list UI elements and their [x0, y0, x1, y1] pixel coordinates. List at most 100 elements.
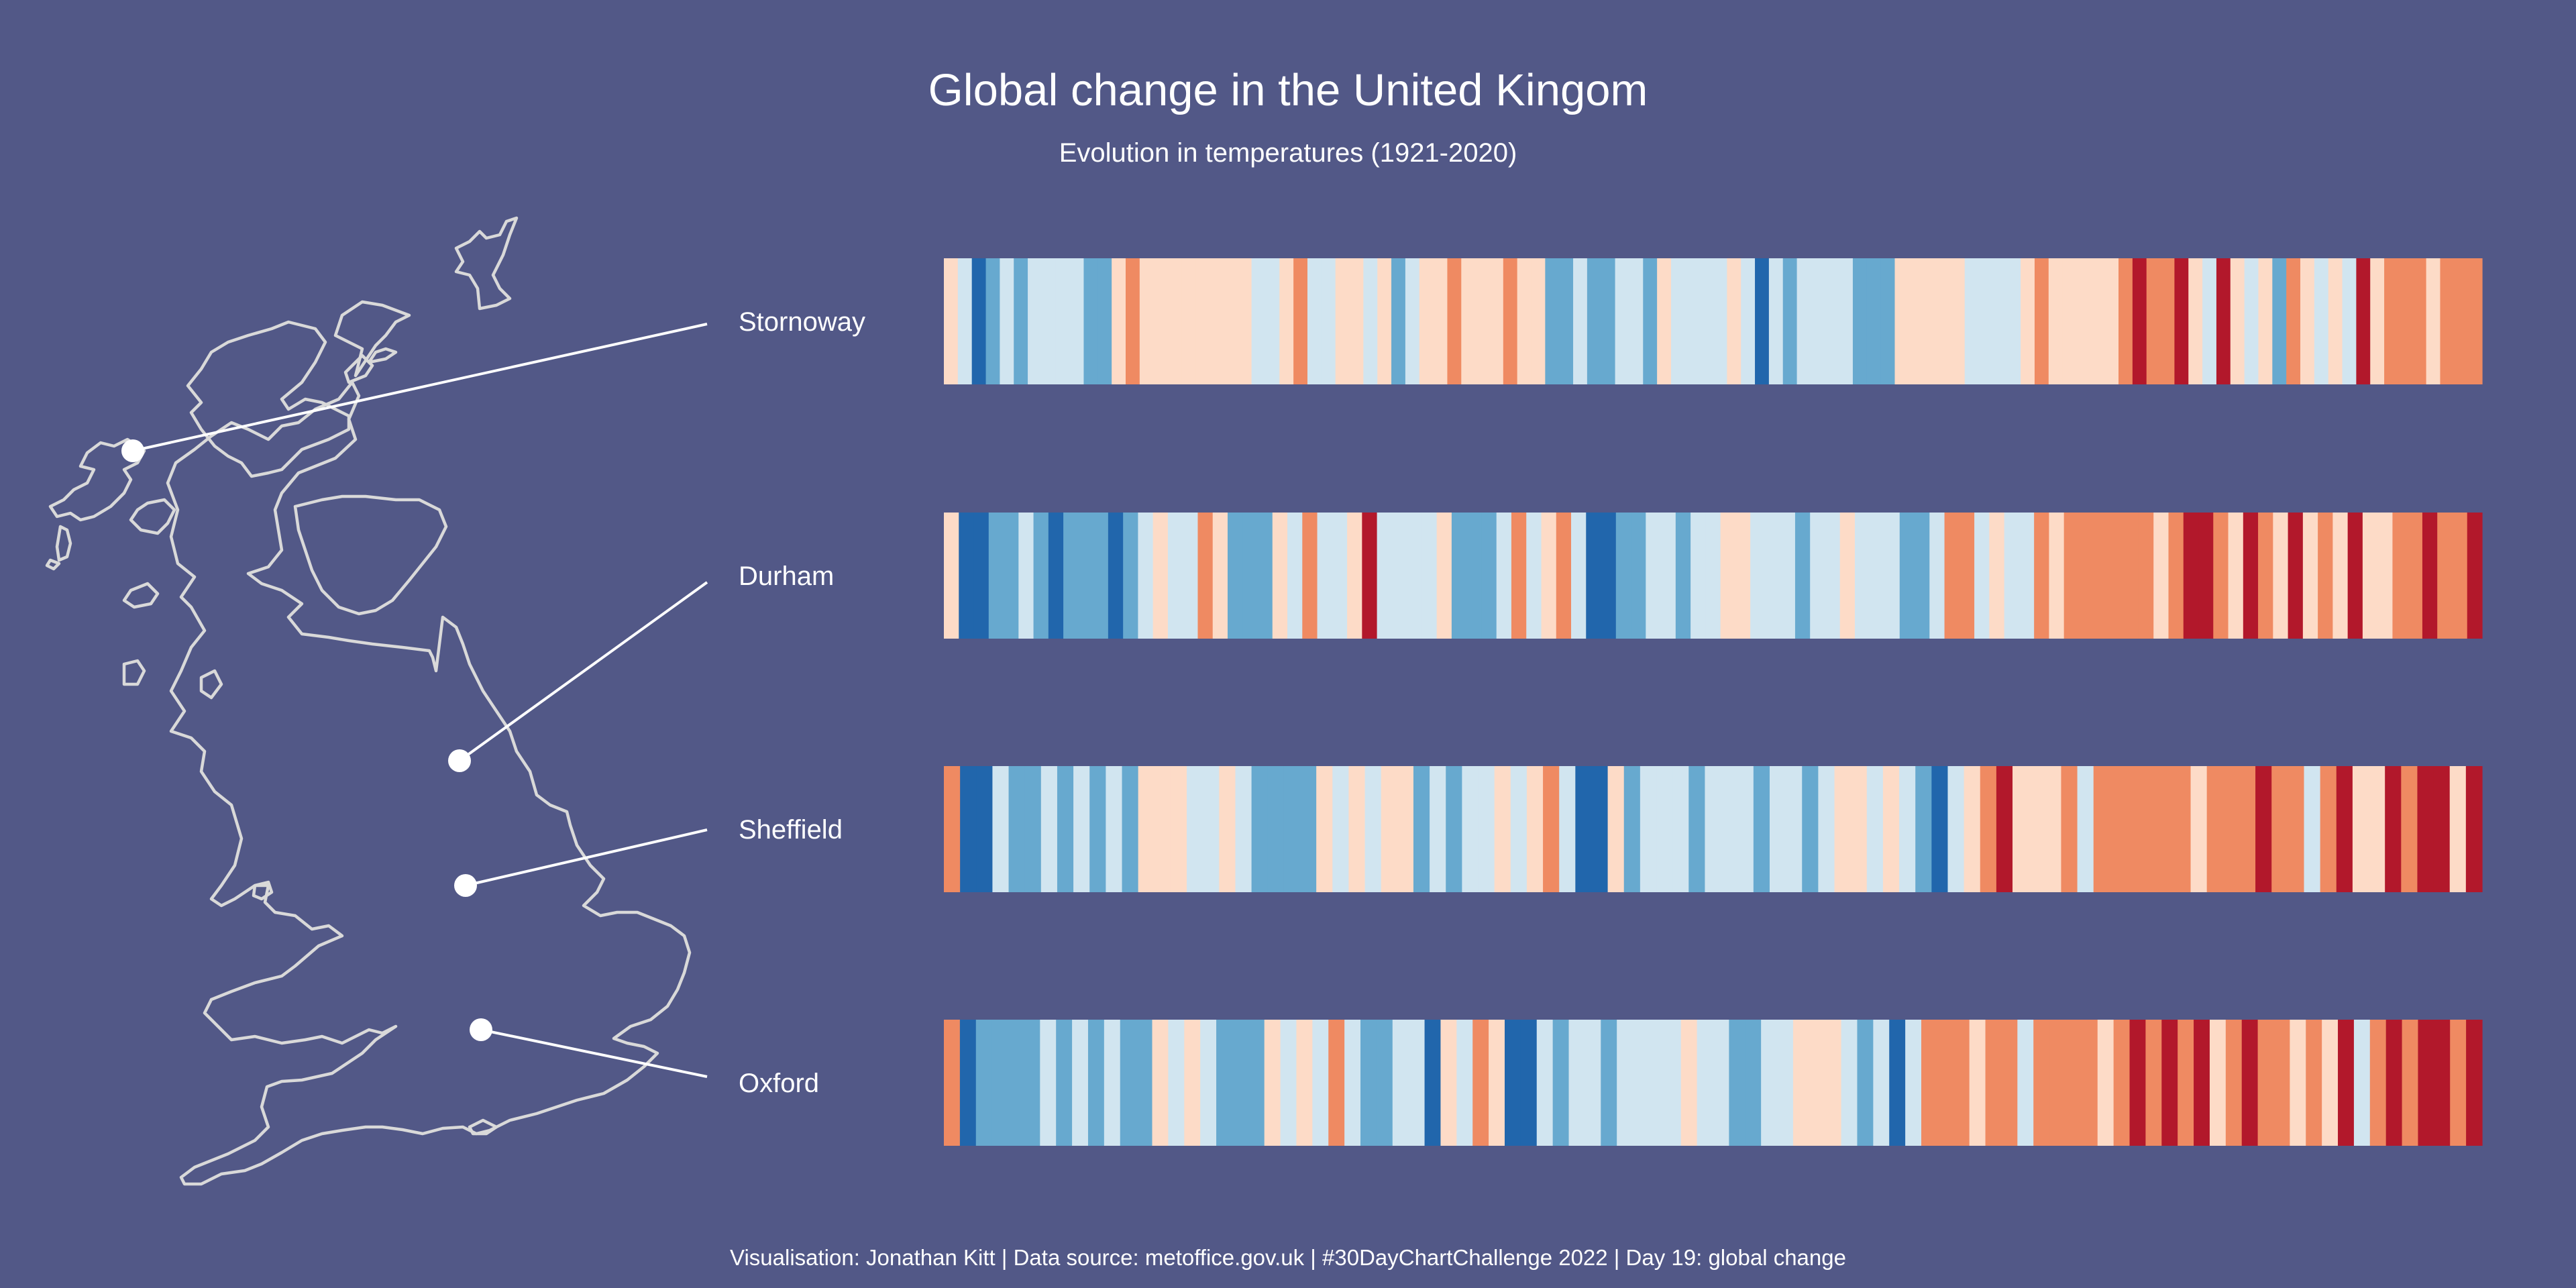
- stripe-sheffield-26: [1348, 766, 1366, 892]
- chart-title: Global change in the United Kingom: [928, 65, 1648, 115]
- stripe-stornoway-105: [2398, 258, 2413, 384]
- stripe-sheffield-88: [2352, 766, 2369, 892]
- stripe-stornoway-7: [1028, 258, 1042, 384]
- stripe-sheffield-83: [2271, 766, 2288, 892]
- stripe-durham-58: [1794, 513, 1811, 639]
- stripe-stornoway-90: [2188, 258, 2203, 384]
- stripe-durham-80: [2123, 513, 2139, 639]
- stripe-sheffield-68: [2029, 766, 2045, 892]
- stripe-stornoway-39: [1475, 258, 1490, 384]
- stripe-durham-91: [2288, 513, 2304, 639]
- stripe-sheffield-69: [2045, 766, 2062, 892]
- stripe-sheffield-20: [1251, 766, 1269, 892]
- stripe-stornoway-45: [1559, 258, 1574, 384]
- stripe-durham-95: [2347, 513, 2363, 639]
- stripe-stornoway-10: [1069, 258, 1085, 384]
- stripe-durham-66: [1915, 513, 1930, 639]
- stripe-stornoway-14: [1125, 258, 1140, 384]
- stripe-stornoway-72: [1937, 258, 1951, 384]
- stripe-stornoway-102: [2356, 258, 2371, 384]
- stripe-stornoway-50: [1629, 258, 1644, 384]
- stripe-sheffield-10: [1089, 766, 1106, 892]
- stripe-stornoway-34: [1405, 258, 1420, 384]
- stripe-stornoway-62: [1796, 258, 1812, 384]
- stripe-stornoway-36: [1433, 258, 1448, 384]
- stripe-sheffield-78: [2190, 766, 2208, 892]
- stripe-stornoway-8: [1041, 258, 1057, 384]
- stripe-sheffield-94: [2449, 766, 2467, 892]
- stripe-stornoway-75: [1978, 258, 1994, 384]
- stripe-oxford-66: [1985, 1020, 2002, 1146]
- chart-caption: Visualisation: Jonathan Kitt | Data sour…: [730, 1245, 1846, 1270]
- stripe-sheffield-89: [2369, 766, 2385, 892]
- stripe-stornoway-91: [2202, 258, 2217, 384]
- stripe-sheffield-1: [944, 766, 961, 892]
- stripe-durham-16: [1167, 513, 1183, 639]
- stripe-oxford-25: [1328, 1020, 1345, 1146]
- stripe-oxford-26: [1344, 1020, 1361, 1146]
- stripe-oxford-82: [2241, 1020, 2259, 1146]
- stripe-stornoway-83: [2090, 258, 2105, 384]
- stripe-durham-73: [2019, 513, 2035, 639]
- stripe-stornoway-67: [1866, 258, 1882, 384]
- stripe-durham-72: [2004, 513, 2020, 639]
- stripe-oxford-48: [1697, 1020, 1714, 1146]
- stripe-sheffield-44: [1640, 766, 1657, 892]
- stripe-stornoway-60: [1768, 258, 1784, 384]
- stripe-sheffield-80: [2222, 766, 2240, 892]
- stripe-sheffield-74: [2125, 766, 2143, 892]
- station-label-durham: Durham: [739, 561, 834, 591]
- stripe-durham-85: [2198, 513, 2214, 639]
- stripe-sheffield-49: [1721, 766, 1738, 892]
- connector-oxford: [480, 1028, 708, 1078]
- stripe-stornoway-76: [1992, 258, 2007, 384]
- stripe-sheffield-9: [1073, 766, 1090, 892]
- stripe-stornoway-24: [1265, 258, 1280, 384]
- stripe-stornoway-99: [2314, 258, 2329, 384]
- stripe-durham-61: [1839, 513, 1856, 639]
- stripe-oxford-55: [1809, 1020, 1826, 1146]
- stripe-oxford-46: [1664, 1020, 1682, 1146]
- stripe-stornoway-77: [2006, 258, 2021, 384]
- stripe-sheffield-55: [1818, 766, 1835, 892]
- stripe-stornoway-51: [1643, 258, 1658, 384]
- stripe-stornoway-88: [2160, 258, 2175, 384]
- stripe-durham-32: [1407, 513, 1422, 639]
- stripe-durham-92: [2302, 513, 2318, 639]
- stripe-durham-56: [1765, 513, 1781, 639]
- stripe-durham-10: [1078, 513, 1094, 639]
- stripe-durham-88: [2243, 513, 2259, 639]
- stripe-durham-68: [1944, 513, 1960, 639]
- stripe-sheffield-56: [1834, 766, 1851, 892]
- stripe-oxford-44: [1633, 1020, 1650, 1146]
- stripe-sheffield-95: [2465, 766, 2483, 892]
- stripe-sheffield-6: [1024, 766, 1042, 892]
- uk-map: [45, 216, 692, 1186]
- stripe-oxford-45: [1648, 1020, 1666, 1146]
- connectors-layer: [121, 323, 708, 1078]
- stripe-oxford-75: [2129, 1020, 2147, 1146]
- stripe-oxford-72: [2081, 1020, 2098, 1146]
- stripe-durham-89: [2258, 513, 2273, 639]
- stripe-stornoway-69: [1894, 258, 1909, 384]
- stripe-stornoway-11: [1083, 258, 1098, 384]
- stripe-oxford-91: [2385, 1020, 2403, 1146]
- stripe-durham-29: [1362, 513, 1378, 639]
- stripe-stornoway-23: [1251, 258, 1267, 384]
- stripe-sheffield-52: [1769, 766, 1786, 892]
- stripe-stornoway-63: [1811, 258, 1825, 384]
- stripe-durham-19: [1212, 513, 1228, 639]
- stripe-stornoway-38: [1461, 258, 1476, 384]
- stripe-durham-50: [1675, 513, 1691, 639]
- stripe-sheffield-7: [1040, 766, 1058, 892]
- stripe-durham-82: [2153, 513, 2169, 639]
- stripe-stornoway-46: [1573, 258, 1588, 384]
- stripe-stornoway-6: [1014, 258, 1028, 384]
- stripe-sheffield-81: [2239, 766, 2256, 892]
- stripe-sheffield-32: [1446, 766, 1462, 892]
- stripe-durham-3: [973, 513, 989, 639]
- stripe-sheffield-70: [2061, 766, 2078, 892]
- stripe-sheffield-75: [2142, 766, 2159, 892]
- stripe-oxford-87: [2322, 1020, 2339, 1146]
